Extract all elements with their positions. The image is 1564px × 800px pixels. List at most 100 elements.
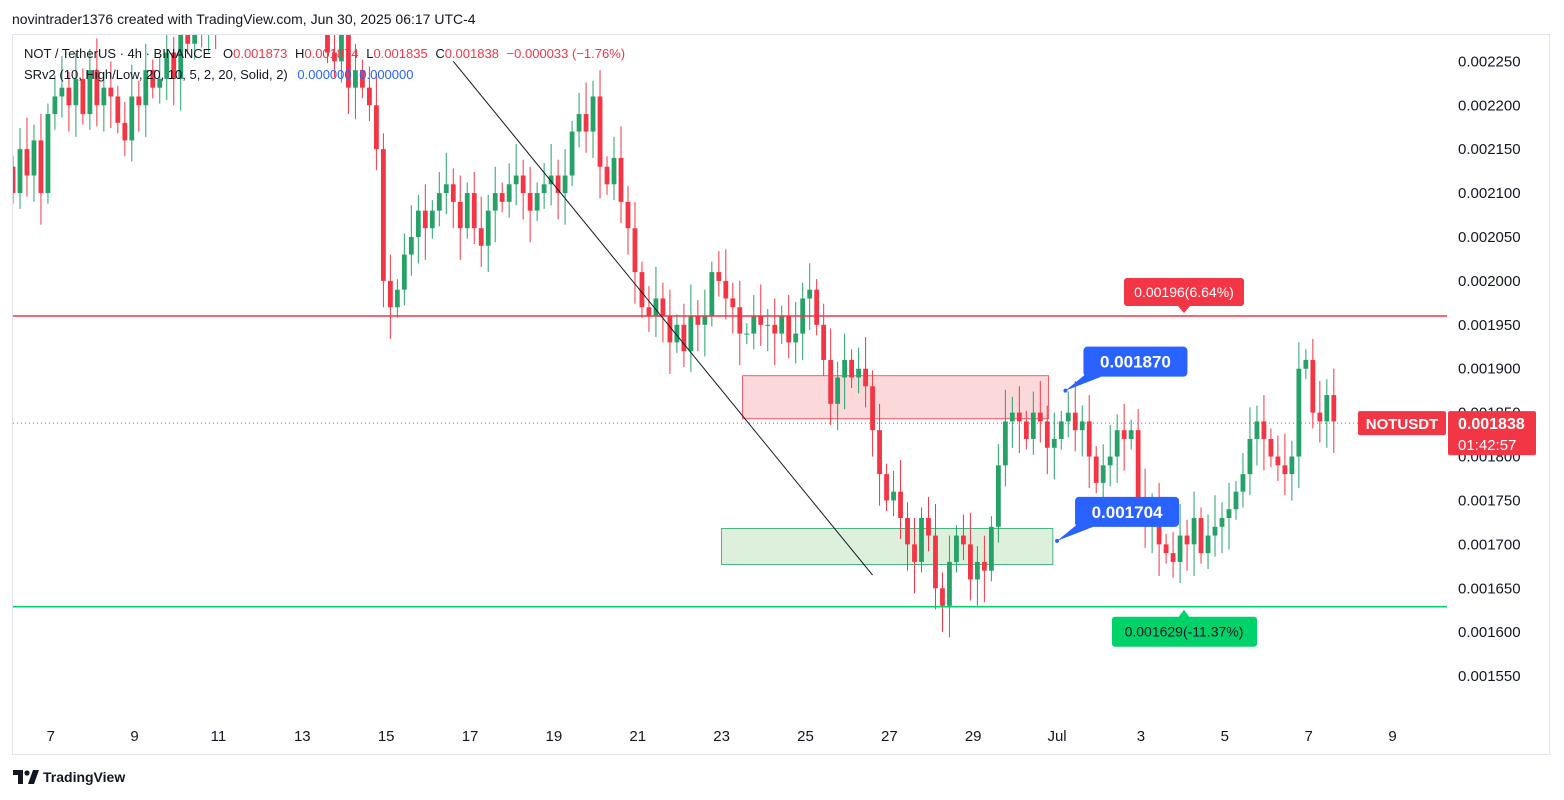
candle (339, 35, 344, 83)
x-tick-label: 9 (130, 728, 138, 745)
candle-body (1240, 474, 1246, 492)
candle-body (940, 588, 945, 606)
resistance-label-pointer (1178, 306, 1190, 314)
candle (1191, 491, 1197, 576)
candle (625, 186, 631, 255)
candle-body (1051, 438, 1057, 448)
candle-body (17, 149, 23, 194)
candle-body (339, 35, 344, 62)
candle-body (457, 201, 463, 229)
candle (1282, 433, 1288, 496)
candle (877, 403, 882, 506)
candle-body (786, 316, 792, 343)
candle-body (1037, 412, 1043, 422)
candle-body (702, 316, 708, 325)
candle (471, 172, 477, 245)
candle-body (968, 544, 973, 580)
candle-body (933, 535, 938, 589)
candle-body (1163, 544, 1169, 554)
callout-label: 0.001870 (1100, 353, 1171, 372)
candle (849, 349, 855, 389)
candle-body (332, 52, 337, 62)
candle (150, 59, 156, 99)
candle-body (870, 386, 875, 431)
candle (653, 266, 659, 338)
candle-body (807, 289, 813, 299)
candle-body (583, 114, 589, 132)
candle (988, 516, 994, 582)
candle (1275, 435, 1281, 482)
candle (933, 503, 938, 610)
candle (884, 463, 889, 511)
y-tick-label: 0.002150 (1458, 141, 1521, 158)
candle (1317, 381, 1323, 443)
candle (45, 103, 51, 204)
x-tick-label: 15 (378, 728, 395, 745)
candle (912, 518, 917, 594)
candle-body (877, 430, 882, 475)
candle-body (353, 70, 358, 88)
candle-body (1331, 395, 1337, 422)
indicator-name[interactable]: SRv2 (10, High/Low, 20, 10, 5, 2, 20, So… (24, 67, 288, 82)
candle (520, 159, 526, 220)
candle-body (1135, 430, 1141, 501)
y-tick-label: 0.001600 (1458, 624, 1521, 641)
x-tick-label: 19 (546, 728, 563, 745)
time-axis: 7 9 11 13 15 17 19 21 23 25 27 29 Jul 3 5 7 9 (47, 728, 1397, 745)
callout-tail (1065, 372, 1102, 391)
candle (961, 514, 966, 561)
candle (1184, 519, 1190, 571)
candle-body (1079, 421, 1085, 431)
candle-body (129, 96, 135, 141)
candle (856, 347, 862, 394)
candle (807, 263, 813, 331)
candle (1198, 507, 1204, 564)
candle (201, 35, 203, 48)
candle-body (150, 70, 156, 88)
candle (1051, 412, 1057, 480)
last-price-tag: NOTUSDT 0.001838 01:42:57 (1358, 411, 1536, 456)
candle-body (1009, 412, 1015, 422)
legend-open: 0.001873 (233, 46, 288, 61)
resistance-label-box (1124, 278, 1244, 307)
candle (115, 85, 121, 134)
symbol-tag-text: NOTUSDT (1366, 416, 1439, 433)
candle-body (1261, 421, 1267, 439)
candle (674, 314, 680, 353)
candle (597, 70, 603, 199)
candle-body (1233, 491, 1239, 510)
candle-body (13, 166, 16, 194)
candle-body (548, 175, 554, 185)
candle-body (178, 35, 184, 79)
candle (1205, 514, 1211, 569)
candle-body (52, 96, 58, 115)
support-zone (721, 528, 1054, 565)
candle-body (1212, 526, 1218, 536)
candle-body (1275, 456, 1281, 466)
candle (387, 254, 393, 339)
x-tick-label: 13 (294, 728, 311, 745)
candle-body (842, 359, 848, 378)
candle-body (779, 316, 785, 334)
candle-body (765, 324, 771, 326)
candle (346, 35, 351, 115)
candle-body (646, 307, 652, 317)
candle (541, 163, 547, 209)
support-label-text: 0.001629(-11.37%) (1125, 624, 1244, 640)
callout-label: 0.001704 (1092, 503, 1163, 522)
candle-body (1065, 412, 1071, 422)
tradingview-brand[interactable]: TradingView (13, 769, 125, 785)
candle (1058, 410, 1064, 450)
zones (721, 375, 1054, 565)
chart-frame (12, 34, 1550, 755)
y-tick-label: 0.002250 (1458, 53, 1521, 70)
candle (87, 49, 93, 130)
candle (800, 282, 806, 360)
y-tick-label: 0.002000 (1458, 273, 1521, 290)
candle-body (576, 114, 582, 132)
candle-body (793, 333, 799, 343)
candle-body (912, 544, 917, 562)
candle-body (115, 96, 121, 123)
candle (129, 64, 135, 162)
